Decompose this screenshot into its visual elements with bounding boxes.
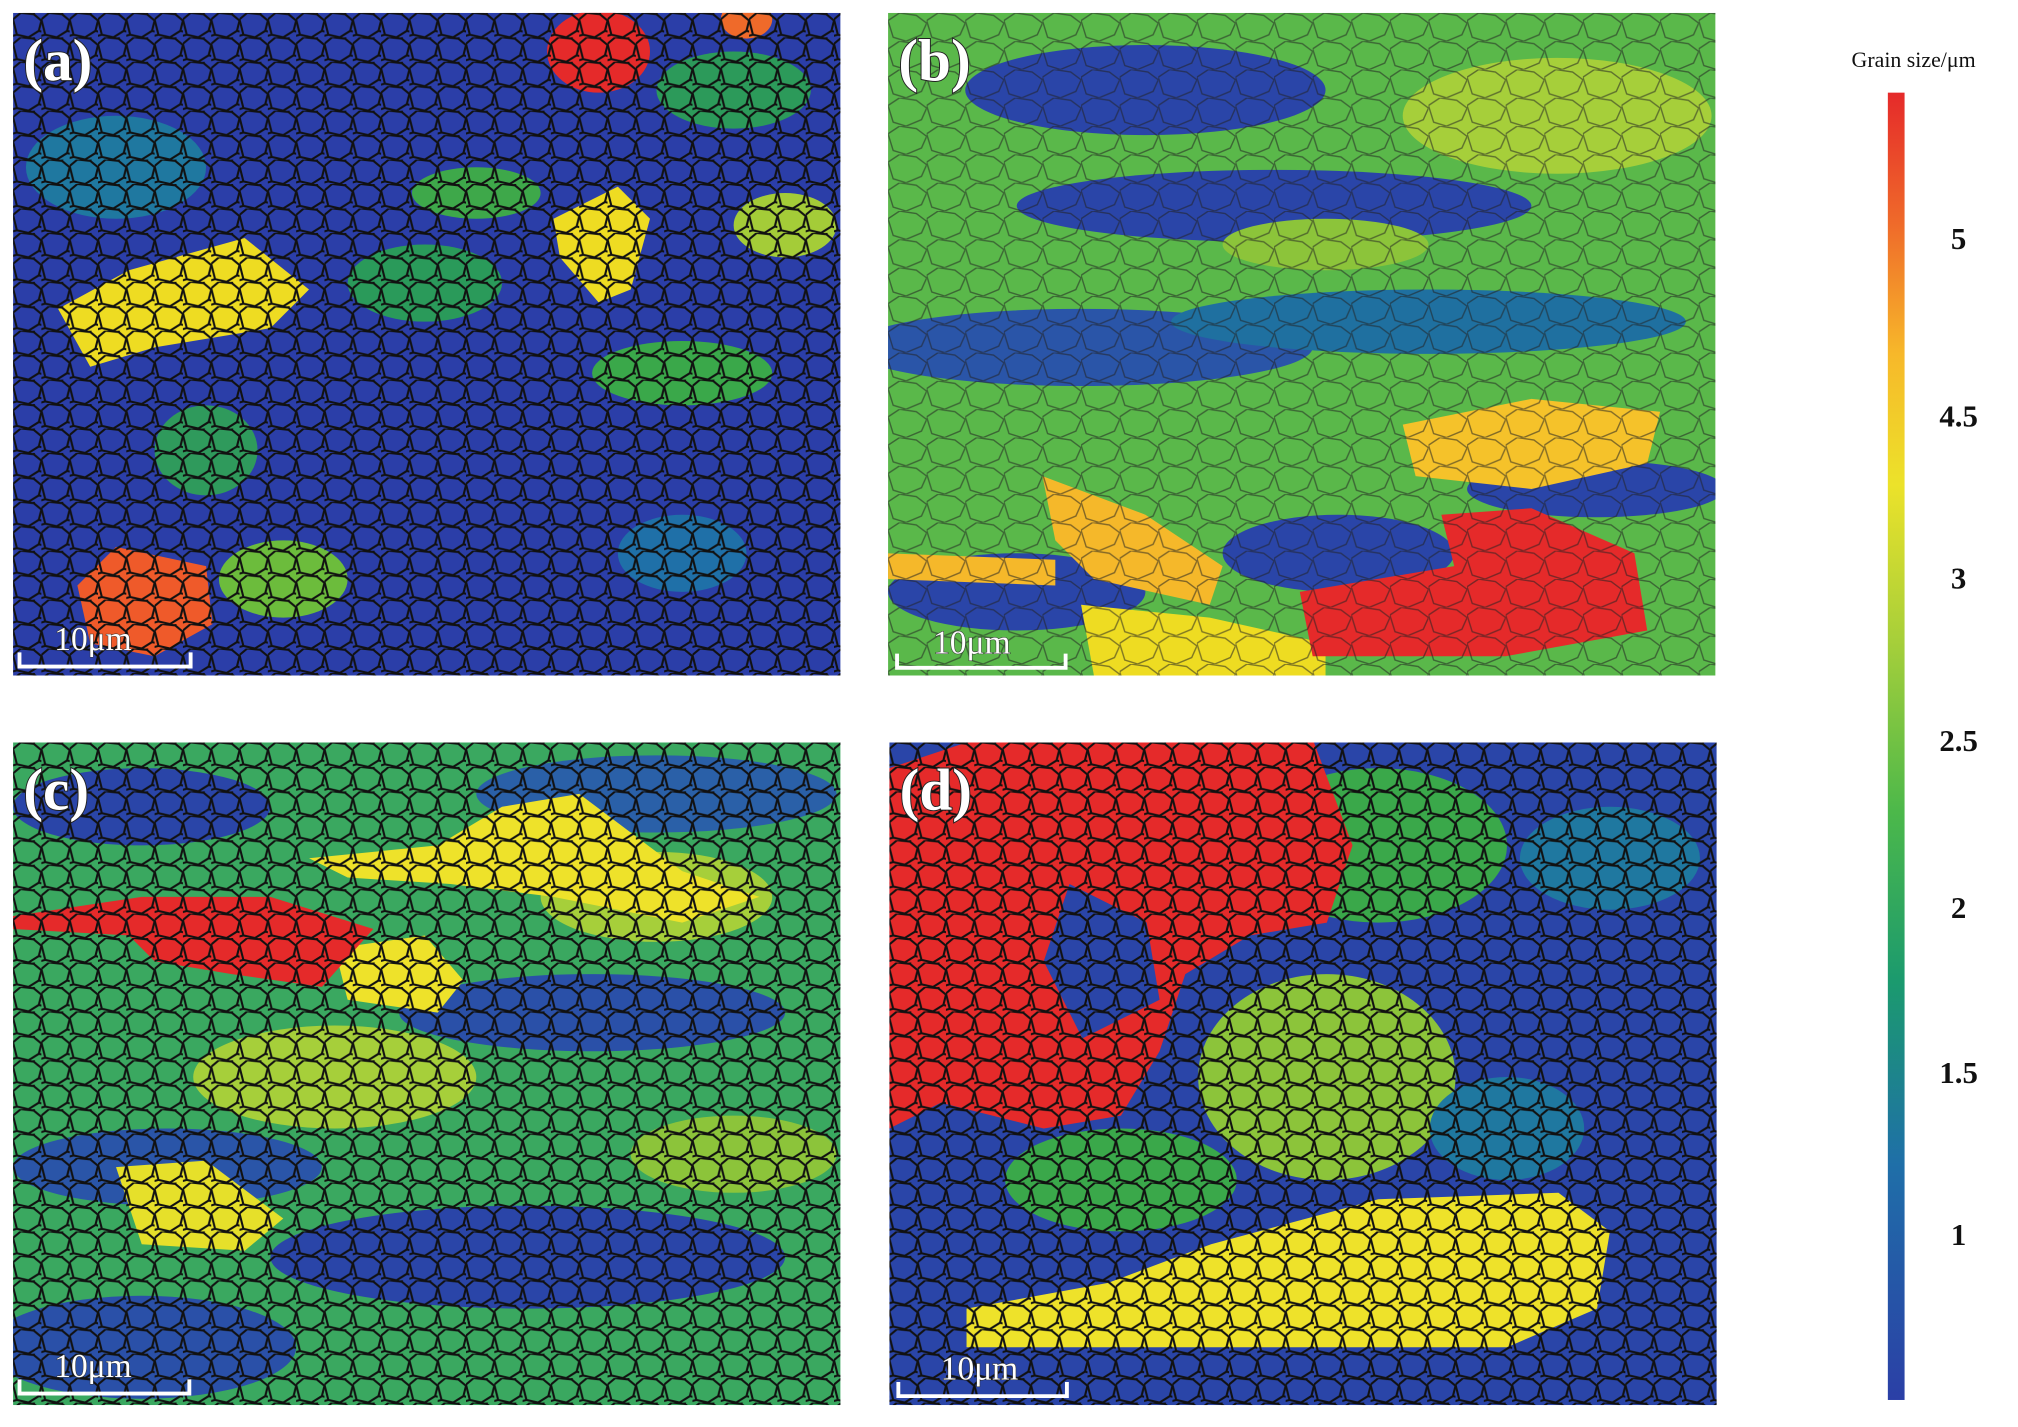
colorbar-tick-label: 2 [1951, 890, 1966, 925]
colorbar-tick-label: 5 [1951, 221, 1966, 256]
panel-c: (c) 10μm [13, 742, 841, 1406]
colorbar-tick-label: 4.5 [1939, 399, 1978, 434]
panel-d: (d) 10μm [889, 742, 1717, 1406]
colorbar-title: Grain size/μm [1852, 48, 1976, 72]
scale-bar-label: 10μm [54, 1348, 131, 1385]
scale-bar [17, 1379, 192, 1396]
panel-label: (a) [23, 27, 92, 93]
scale-bar [895, 653, 1068, 670]
colorbar-tick-label: 1 [1951, 1217, 1966, 1252]
scale-bar [896, 1381, 1069, 1399]
scale-bar-label: 10μm [54, 621, 131, 658]
colorbar-tick-label: 2.5 [1939, 723, 1978, 758]
panel-label: (c) [23, 756, 89, 822]
scale-bar-label: 10μm [933, 625, 1010, 662]
colorbar-ticks: 5 4.5 3 2.5 2 1.5 1 [1939, 221, 1978, 1252]
panel-b: (b) 10μm [888, 12, 1716, 676]
colorbar-tick-label: 1.5 [1939, 1055, 1978, 1090]
colorbar [1887, 92, 1905, 1400]
colorbar-tick-label: 3 [1951, 561, 1966, 596]
panel-label: (d) [900, 756, 972, 822]
panel-a: (a) 10μm [13, 12, 841, 676]
scale-bar [17, 652, 193, 669]
panel-label: (b) [898, 27, 970, 93]
scale-bar-label: 10μm [941, 1350, 1018, 1387]
